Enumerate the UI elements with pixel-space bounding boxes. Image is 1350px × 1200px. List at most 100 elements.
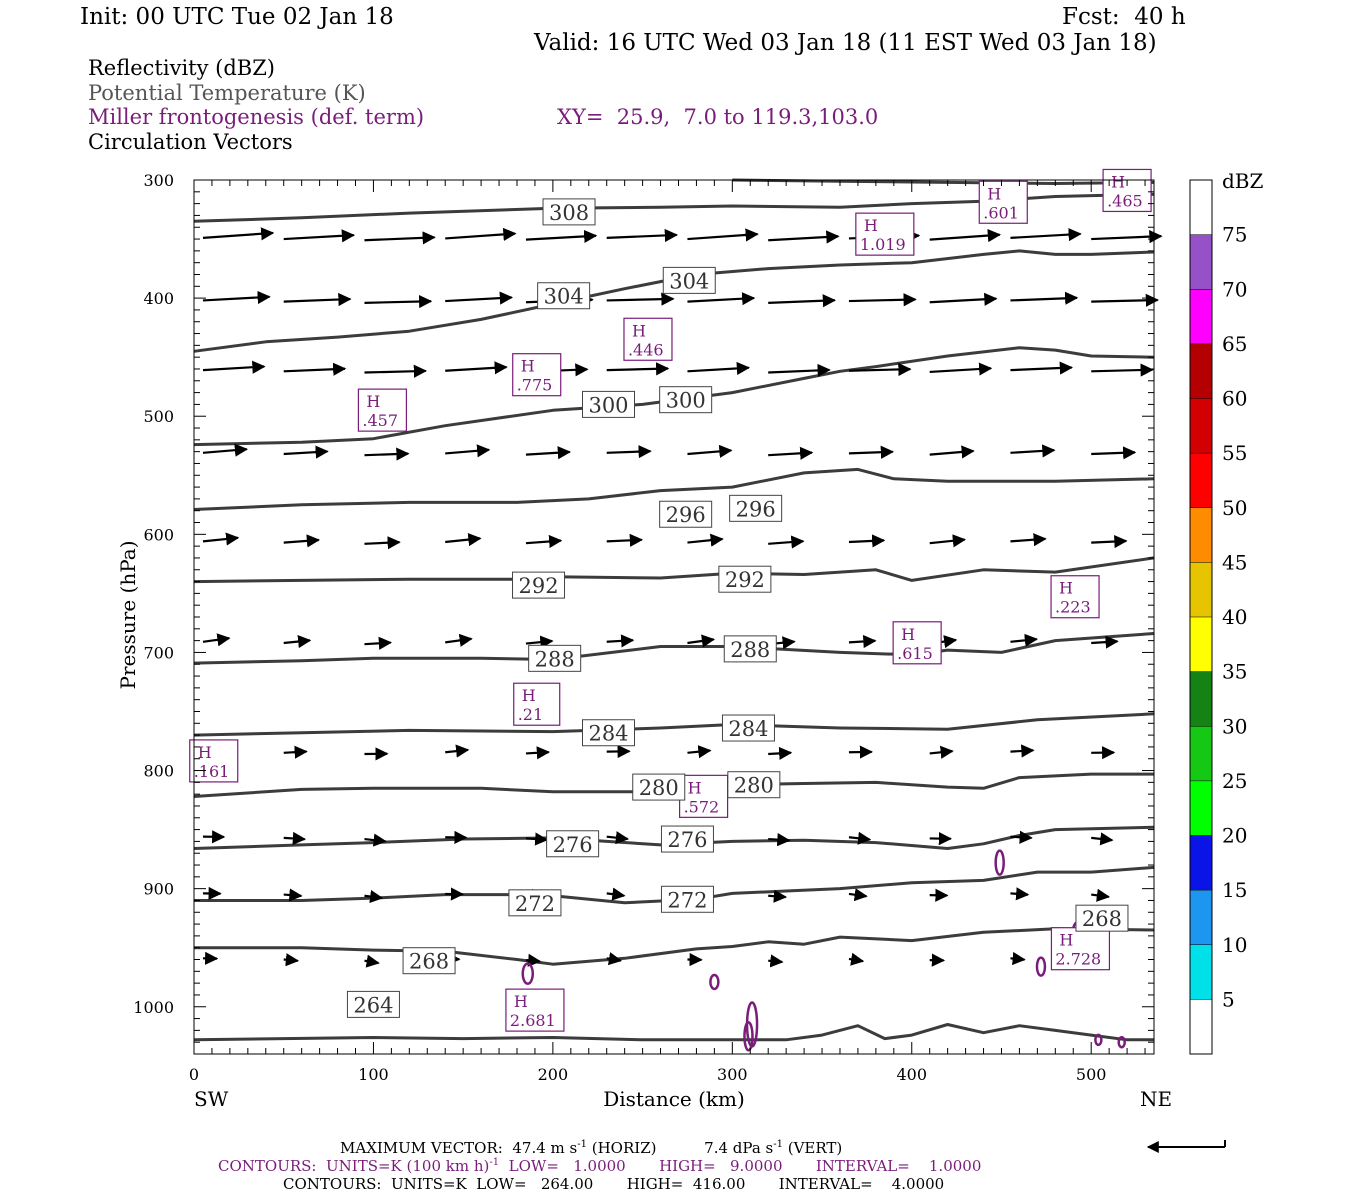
circulation-vector xyxy=(1010,951,1026,966)
circulation-vector xyxy=(848,445,895,459)
theta-label: 268 xyxy=(1082,907,1122,931)
theta-label: 264 xyxy=(353,993,393,1017)
legend-reflectivity: Reflectivity (dBZ) xyxy=(88,56,276,80)
frontogenesis-max-box xyxy=(1050,927,1111,971)
theta-contour-300 xyxy=(193,346,1155,447)
circulation-vector xyxy=(283,745,308,759)
frontogenesis-max-value: .161 xyxy=(194,762,230,781)
theta-label: 292 xyxy=(725,568,765,592)
colorbar-segment xyxy=(1190,617,1212,672)
circulation-vector xyxy=(848,952,865,966)
theta-label-box xyxy=(546,830,600,858)
circulation-vector xyxy=(364,954,380,968)
theta-label: 308 xyxy=(549,201,589,225)
colorbar-label: 40 xyxy=(1222,605,1247,629)
colorbar-label: 30 xyxy=(1222,714,1247,738)
circulation-vector xyxy=(445,633,473,647)
frontogenesis-max-value: .572 xyxy=(684,797,720,816)
circulation-vector xyxy=(445,744,470,758)
frontogenesis-contour xyxy=(994,849,1005,876)
circulation-vector xyxy=(606,952,623,966)
frontogenesis-max-value: 2.681 xyxy=(510,1011,556,1030)
theta-label: 300 xyxy=(588,393,628,417)
x-tick-label: 300 xyxy=(717,1065,748,1084)
circulation-vector xyxy=(687,292,756,306)
frontogenesis-contour xyxy=(743,1021,754,1052)
circulation-vector xyxy=(445,361,508,375)
theta-label-box xyxy=(1075,904,1129,932)
theta-label: 284 xyxy=(728,717,768,741)
circulation-vector xyxy=(1010,887,1030,901)
circulation-vector xyxy=(606,831,630,845)
colorbar-segment xyxy=(1190,835,1212,891)
circulation-vector xyxy=(364,536,401,550)
x-tick-label: 0 xyxy=(189,1065,199,1084)
theta-contour-268 xyxy=(194,927,1155,966)
legend-xy-endpoints: XY= 25.9, 7.0 to 119.3,103.0 xyxy=(557,105,879,129)
theta-label: 296 xyxy=(736,497,776,521)
circulation-vector xyxy=(1010,633,1039,647)
frontogenesis-contour xyxy=(521,962,535,985)
frontogenesis-max-h: H xyxy=(987,184,1001,203)
circulation-vector xyxy=(606,634,635,648)
legend-vectors: Circulation Vectors xyxy=(88,130,293,154)
colorbar-segment xyxy=(1190,780,1212,836)
colorbar-segment xyxy=(1190,890,1212,945)
circulation-vector xyxy=(283,229,356,243)
legend-frontogenesis: Miller frontogenesis (def. term) xyxy=(88,105,425,129)
frontogenesis-max-h: H xyxy=(1111,172,1125,191)
y-axis-label: Pressure (hPa) xyxy=(116,541,140,690)
colorbar-segment xyxy=(1190,289,1212,344)
y-tick-label: 1000 xyxy=(133,998,174,1017)
circulation-vector xyxy=(202,443,249,457)
theta-label: 280 xyxy=(639,776,679,800)
colorbar-segment xyxy=(1190,562,1212,617)
circulation-vector xyxy=(283,953,300,967)
circulation-vector xyxy=(1010,744,1035,758)
theta-label-box xyxy=(659,500,713,528)
theta-contour-264 xyxy=(193,1023,1154,1042)
circulation-vector xyxy=(929,745,954,759)
y-tick-label: 400 xyxy=(143,289,174,308)
frontogenesis-max-h: H xyxy=(521,357,535,376)
theta-label: 288 xyxy=(730,638,770,662)
colorbar-segment xyxy=(1190,398,1212,454)
theta-label-box xyxy=(537,282,591,310)
theta-label: 276 xyxy=(553,833,593,857)
circulation-vector xyxy=(283,445,329,459)
legend-theta: Potential Temperature (K) xyxy=(88,81,366,105)
colorbar-label: 35 xyxy=(1222,660,1247,684)
circulation-vector xyxy=(768,230,840,244)
circulation-vector xyxy=(1091,888,1111,902)
circulation-vector xyxy=(202,360,266,374)
circulation-vector xyxy=(364,636,393,650)
circulation-vector xyxy=(283,362,347,376)
circulation-vector xyxy=(525,229,598,244)
circulation-vector xyxy=(1010,361,1074,375)
frontogenesis-max-value: .446 xyxy=(628,340,664,359)
circulation-vector xyxy=(768,889,788,903)
theta-label: 288 xyxy=(535,647,575,671)
colorbar-label: 25 xyxy=(1222,769,1247,793)
colorbar-segment xyxy=(1190,999,1212,1054)
theta-label: 268 xyxy=(409,950,449,974)
colorbar-segment xyxy=(1190,507,1212,563)
colorbar-label: 5 xyxy=(1222,987,1235,1011)
frontogenesis-max-h: H xyxy=(366,392,380,411)
theta-label-box xyxy=(582,719,636,747)
colorbar-label: 15 xyxy=(1222,878,1247,902)
frontogenesis-max-box xyxy=(513,682,561,726)
y-tick-label: 300 xyxy=(143,171,174,190)
theta-label-box xyxy=(542,198,596,226)
frontogenesis-max-box xyxy=(623,317,673,361)
circulation-vector xyxy=(364,447,410,461)
circulation-vector xyxy=(202,633,231,647)
circulation-vector xyxy=(606,362,670,376)
circulation-vector xyxy=(848,534,886,548)
frontogenesis-max-h: H xyxy=(522,686,536,705)
theta-contour-304 xyxy=(193,249,1155,353)
circulation-vector xyxy=(929,534,967,548)
circulation-vector xyxy=(848,831,872,845)
frontogenesis-max-value: .775 xyxy=(517,376,553,395)
circulation-vector xyxy=(848,293,917,307)
